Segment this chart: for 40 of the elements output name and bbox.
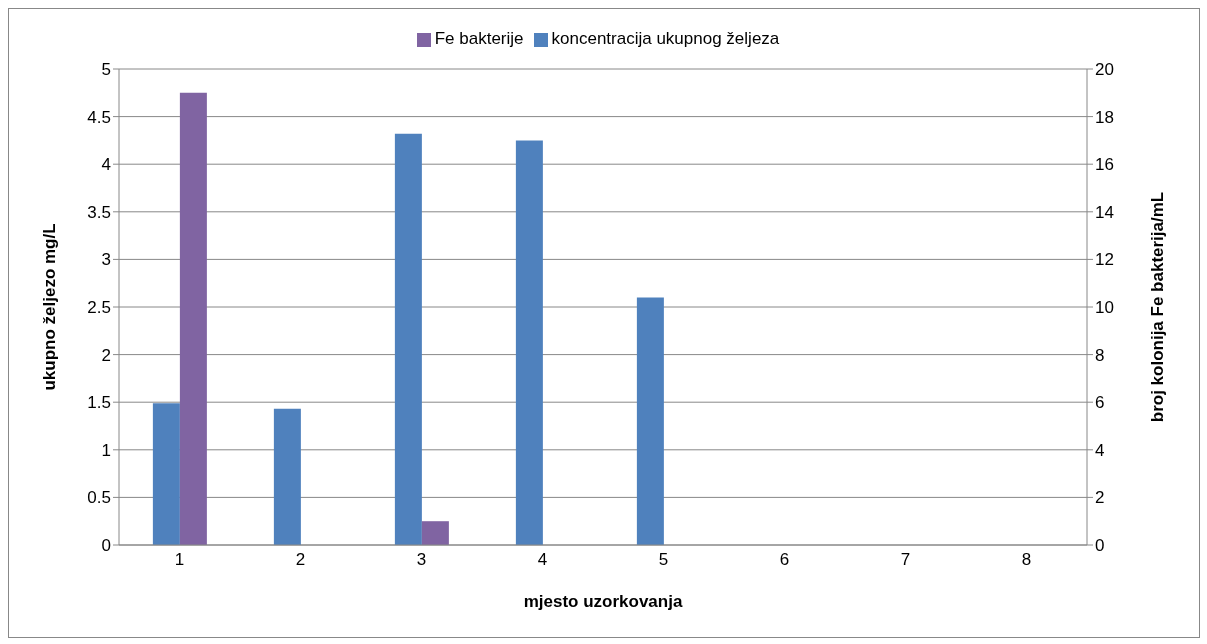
y-tick-label: 3	[101, 250, 111, 270]
y-tick-label: 0.5	[87, 488, 111, 508]
y-tick-label: 3.5	[87, 202, 111, 222]
x-tick-label: 8	[1021, 550, 1032, 570]
y-tick-label: 1	[101, 440, 111, 460]
y-axis-title: ukupno željezo mg/L	[40, 223, 60, 391]
y2-tick-label: 12	[1095, 250, 1114, 270]
y2-tick-label: 0	[1095, 536, 1105, 556]
legend-label: koncentracija ukupnog željeza	[551, 29, 780, 48]
bar	[636, 297, 664, 545]
y2-tick-label: 8	[1095, 345, 1105, 365]
y2-tick-label: 18	[1095, 107, 1114, 127]
x-tick-label: 7	[900, 550, 911, 570]
y-tick-label: 4.5	[87, 107, 111, 127]
y2-axis-title: broj kolonija Fe bakterija/mL	[1148, 191, 1168, 423]
x-tick-label: 6	[779, 550, 790, 570]
x-axis-title: mjesto uzorkovanja	[523, 592, 683, 611]
y-tick-label: 0	[101, 536, 111, 556]
y2-tick-label: 6	[1095, 393, 1105, 413]
x-tick-label: 1	[174, 550, 185, 570]
x-tick-label: 4	[537, 550, 548, 570]
bar	[152, 403, 180, 545]
y-tick-label: 4	[101, 155, 111, 175]
y2-tick-label: 4	[1095, 440, 1105, 460]
y-tick-label: 2	[101, 345, 111, 365]
y2-tick-label: 2	[1095, 488, 1105, 508]
legend-label: Fe bakterije	[434, 29, 524, 48]
y2-tick-label: 14	[1095, 202, 1114, 222]
bar	[273, 408, 301, 545]
x-tick-label: 2	[295, 550, 306, 570]
y2-tick-label: 16	[1095, 155, 1114, 175]
y-tick-label: 5	[101, 60, 111, 80]
y-tick-label: 2.5	[87, 298, 111, 318]
y2-tick-label: 10	[1095, 298, 1114, 318]
x-tick-label: 3	[416, 550, 427, 570]
bar	[515, 140, 543, 545]
x-tick-label: 5	[658, 550, 669, 570]
y-tick-label: 1.5	[87, 393, 111, 413]
y2-tick-label: 20	[1095, 60, 1114, 80]
bar	[394, 133, 422, 545]
